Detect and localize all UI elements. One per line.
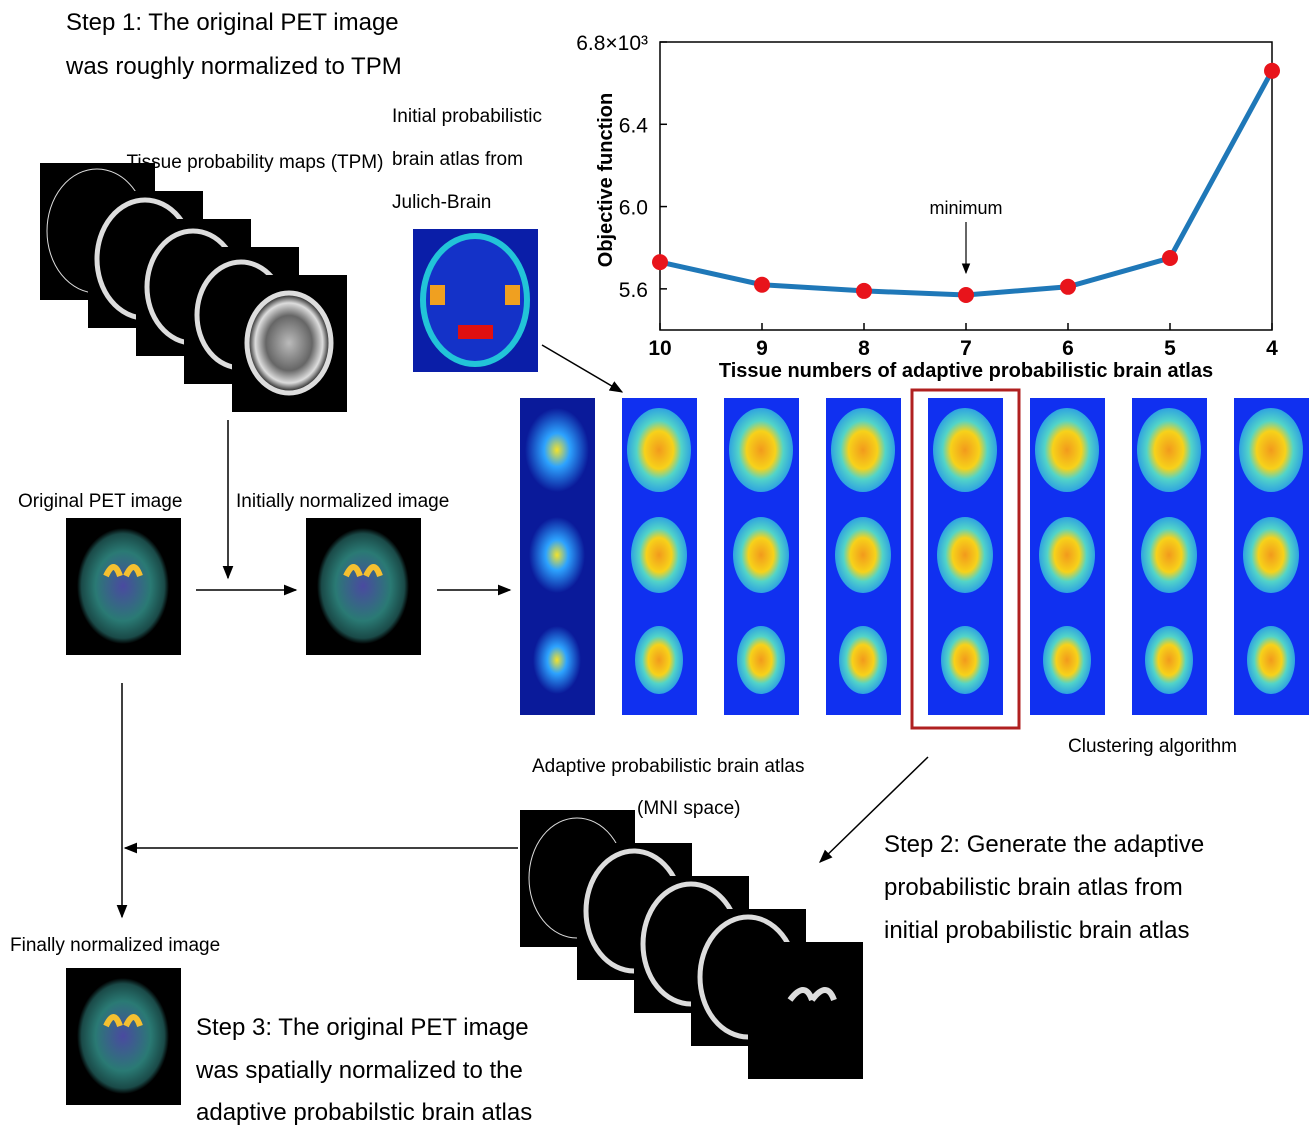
y-axis-title: Objective function <box>595 93 617 267</box>
x-axis-title: Tissue numbers of adaptive probabilistic… <box>719 360 1213 382</box>
step2-line: initial probabilistic brain atlas <box>884 917 1189 944</box>
atlas-slice <box>1141 517 1197 593</box>
final-label: Finally normalized image <box>10 935 220 956</box>
y-tick-label: 6.4 <box>619 114 649 137</box>
atlas-slice <box>1039 517 1095 593</box>
atlas-slice <box>1243 517 1299 593</box>
x-tick-label: 7 <box>960 337 972 360</box>
step2-line: probabilistic brain atlas from <box>884 874 1183 901</box>
y-tick-label: 6.0 <box>619 197 648 220</box>
step3-line: was spatially normalized to the <box>195 1057 523 1084</box>
pet-brain <box>77 978 169 1094</box>
annotation: minimum <box>929 198 1002 218</box>
data-point <box>1060 279 1076 295</box>
adaptive-label: (MNI space) <box>637 798 740 819</box>
atlas-slice <box>627 408 691 492</box>
julich-region <box>430 285 445 305</box>
atlas-slice <box>941 626 989 694</box>
x-tick-label: 5 <box>1164 337 1176 360</box>
step1-line: Step 1: The original PET image <box>66 9 399 36</box>
julich-label: Julich-Brain <box>392 192 491 213</box>
julich-label: brain atlas from <box>392 149 523 170</box>
x-tick-label: 6 <box>1062 337 1074 360</box>
chart: 5.6 6.0 6.4 6.8×10³ 10 9 8 7 6 5 4 Tissue numbers o… <box>576 32 1280 382</box>
tpm-brain <box>247 293 331 393</box>
atlas-slice <box>831 408 895 492</box>
atlas-slice <box>937 517 993 593</box>
atlas-slice <box>635 626 683 694</box>
x-tick-label: 10 <box>648 337 671 360</box>
data-point <box>754 277 770 293</box>
atlas-slice <box>1145 626 1193 694</box>
atlas-slice <box>1043 626 1091 694</box>
original-label: Original PET image <box>18 491 182 512</box>
atlas-slice <box>529 517 585 593</box>
x-tick-label: 8 <box>858 337 870 360</box>
atlas-slice <box>631 517 687 593</box>
tpm-label: Tissue probability maps (TPM) <box>127 152 384 173</box>
data-point <box>1264 63 1280 79</box>
data-point <box>856 283 872 299</box>
data-point <box>1162 250 1178 266</box>
step1-line: was roughly normalized to TPM <box>65 53 402 80</box>
pet-brain <box>77 528 169 644</box>
julich-region <box>458 325 493 339</box>
adaptive-label: Adaptive probabilistic brain atlas <box>532 756 805 777</box>
atlas-slice <box>1137 408 1201 492</box>
y-tick-label: 5.6 <box>619 279 648 302</box>
step2-line: Step 2: Generate the adaptive <box>884 831 1204 858</box>
arrow <box>542 345 622 392</box>
atlas-slice <box>933 408 997 492</box>
figure: 5.6 6.0 6.4 6.8×10³ 10 9 8 7 6 5 4 Tissue numbers o… <box>0 0 1312 1126</box>
step3-line: Step 3: The original PET image <box>196 1014 529 1041</box>
clustering-label: Clustering algorithm <box>1068 736 1237 757</box>
julich-region <box>505 285 520 305</box>
atlas-slice <box>839 626 887 694</box>
atlas-slice <box>729 408 793 492</box>
pet-brain <box>317 528 409 644</box>
data-point <box>958 287 974 303</box>
atlas-slice <box>835 517 891 593</box>
julich-label: Initial probabilistic <box>392 106 542 127</box>
plot-frame <box>660 42 1272 330</box>
atlas-slice <box>737 626 785 694</box>
atlas-slice <box>533 626 581 694</box>
atlas-slice <box>525 408 589 492</box>
layout <box>40 163 1309 1105</box>
atlas-slice <box>733 517 789 593</box>
data-point <box>652 254 668 270</box>
atlas-slice <box>1239 408 1303 492</box>
atlas-slice <box>1247 626 1295 694</box>
atlas-slice <box>1035 408 1099 492</box>
y-tick-label: 6.8×10³ <box>576 32 648 55</box>
x-tick-label: 4 <box>1266 337 1278 360</box>
initial-label: Initially normalized image <box>236 491 449 512</box>
step3-line: adaptive probabilstic brain atlas <box>196 1099 532 1126</box>
adaptive-slice <box>748 942 863 1079</box>
x-tick-label: 9 <box>756 337 768 360</box>
